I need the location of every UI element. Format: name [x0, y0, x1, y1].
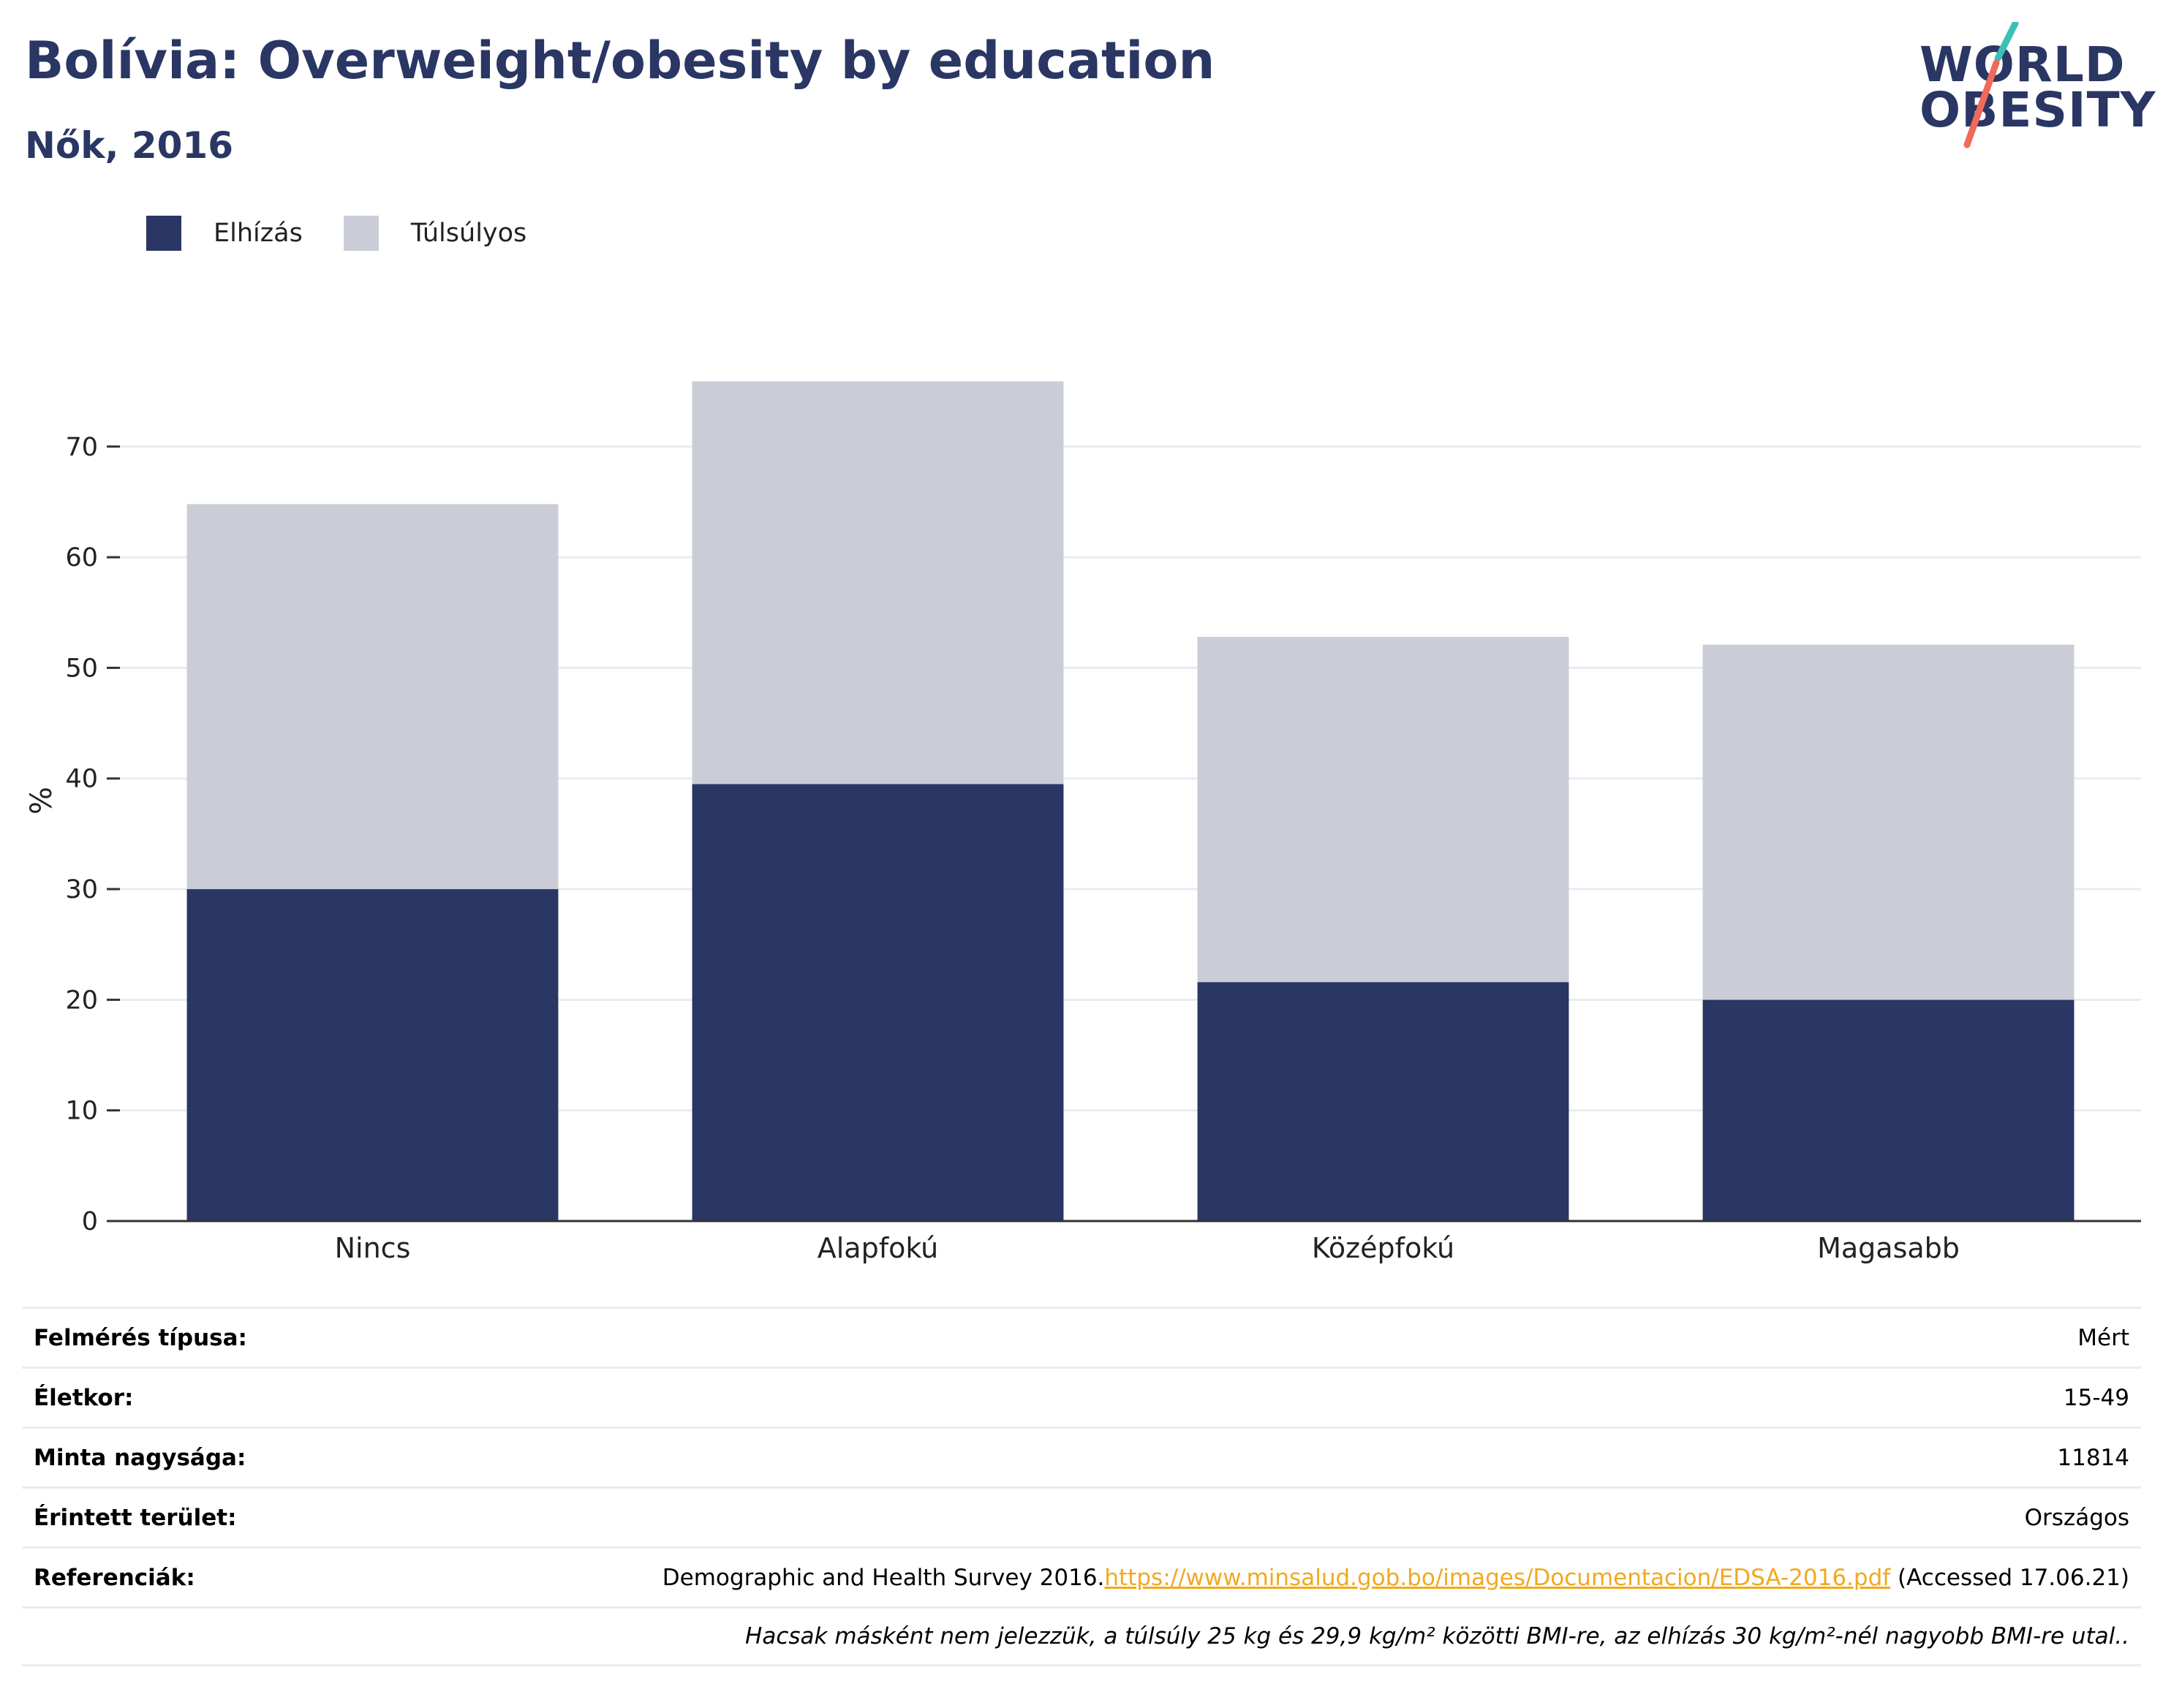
bar-tulsulyos: [1197, 637, 1569, 983]
legend-item-tulsulyos[interactable]: Túlsúlyos: [343, 216, 527, 251]
legend-swatch-elhizas: [146, 216, 181, 251]
info-row-footnote: Hacsak másként nem jelezzük, a túlsúly 2…: [22, 1606, 2141, 1666]
info-label: Érintett terület:: [34, 1504, 237, 1531]
legend-swatch-tulsulyos: [343, 216, 379, 251]
reference-accessed: (Accessed 17.06.21): [1890, 1564, 2129, 1591]
info-label: Minta nagysága:: [34, 1444, 246, 1471]
legend-label-elhizas: Elhízás: [214, 219, 303, 248]
y-tick-label: 50: [65, 654, 98, 683]
bar-tulsulyos: [692, 381, 1064, 785]
info-label: Felmérés típusa:: [34, 1324, 247, 1351]
x-tick-label: Középfokú: [1312, 1232, 1454, 1264]
y-tick-label: 70: [65, 433, 98, 462]
x-tick-label: Magasabb: [1817, 1232, 1960, 1264]
logo-slash-icon: [1963, 22, 2019, 148]
info-label: Referenciák:: [34, 1564, 195, 1591]
legend-item-elhizas[interactable]: Elhízás: [146, 216, 303, 251]
legend-label-tulsulyos: Túlsúlyos: [410, 219, 527, 248]
reference-link[interactable]: https://www.minsalud.gob.bo/images/Docum…: [1104, 1564, 1891, 1591]
bar-elhizas: [692, 784, 1064, 1221]
info-row-references: Referenciák: Demographic and Health Surv…: [22, 1546, 2141, 1606]
y-axis-title: %: [25, 787, 58, 815]
legend: Elhízás Túlsúlyos: [146, 216, 567, 251]
x-tick-label: Alapfokú: [818, 1232, 939, 1264]
info-row-age: Életkor: 15-49: [22, 1367, 2141, 1427]
info-row-sample-size: Minta nagysága: 11814: [22, 1427, 2141, 1486]
y-tick-label: 60: [65, 543, 98, 573]
info-value: Demographic and Health Survey 2016.https…: [663, 1565, 2129, 1591]
y-tick-label: 0: [82, 1207, 98, 1236]
world-obesity-logo: WORLD OBESITY: [1909, 22, 2155, 154]
info-row-survey-type: Felmérés típusa: Mért: [22, 1307, 2141, 1367]
survey-info-table: Felmérés típusa: Mért Életkor: 15-49 Min…: [22, 1307, 2141, 1666]
bar-chart: 0 10 20 30 40 50 60 70% Nincs Alapfokú Középfokú Ma…: [25, 381, 2141, 1264]
bar-tulsulyos: [186, 504, 559, 890]
info-value: 11814: [2057, 1444, 2129, 1471]
chart-subtitle: Nők, 2016: [25, 124, 234, 167]
bar-elhizas: [1197, 982, 1569, 1221]
footnote: Hacsak másként nem jelezzük, a túlsúly 2…: [745, 1623, 2129, 1650]
x-tick-label: Nincs: [335, 1232, 411, 1264]
info-value: Mért: [2077, 1324, 2129, 1351]
logo-word-1: WORLD: [1919, 37, 2126, 93]
chart-title: Bolívia: Overweight/obesity by education: [25, 31, 1215, 91]
info-value: Országos: [2024, 1504, 2129, 1531]
y-tick-label: 20: [65, 986, 98, 1015]
y-tick-label: 40: [65, 765, 98, 794]
info-label: Életkor:: [34, 1384, 134, 1411]
y-tick-label: 30: [65, 875, 98, 904]
bar-elhizas: [186, 889, 559, 1221]
bar-elhizas: [1702, 1000, 2075, 1221]
info-value: 15-49: [2063, 1384, 2129, 1411]
info-row-area: Érintett terület: Országos: [22, 1486, 2141, 1546]
y-tick-label: 10: [65, 1097, 98, 1126]
logo-word-2: OBESITY: [1919, 82, 2156, 138]
reference-text: Demographic and Health Survey 2016.: [662, 1564, 1105, 1591]
bar-tulsulyos: [1702, 644, 2075, 1000]
